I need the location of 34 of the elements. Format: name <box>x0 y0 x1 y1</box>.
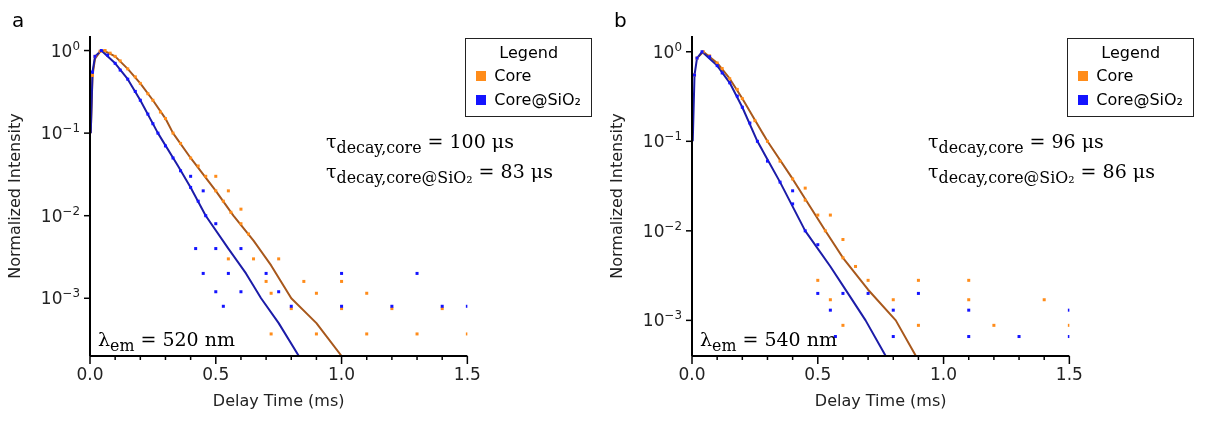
annotation: τ$_{decay,core}$ = 100 μs <box>326 130 514 157</box>
legend-label: Core <box>494 65 532 87</box>
y-tick-label: 10$^{0}$ <box>652 39 682 62</box>
y-tick-label: 10$^{−1}$ <box>40 121 80 144</box>
x-tick-label: 0.0 <box>678 364 706 384</box>
annotation: λ$_{em}$ = 520 nm <box>98 328 235 355</box>
y-tick-label: 10$^{0}$ <box>50 38 80 61</box>
y-axis-title: Normalized Intensity <box>4 113 24 279</box>
annotation: τ$_{decay,core}$ = 96 μs <box>928 130 1104 157</box>
y-axis-title: Normalized Intensity <box>606 113 626 279</box>
legend-title: Legend <box>1100 43 1162 62</box>
annotation: τ$_{decay,core@SiO₂}$ = 86 μs <box>928 160 1155 187</box>
legend-label: Core <box>1096 65 1134 87</box>
legend-title: Legend <box>498 43 560 62</box>
x-tick-label: 1.0 <box>328 364 356 384</box>
y-tick-label: 10$^{−2}$ <box>40 203 80 226</box>
annotation: τ$_{decay,core@SiO₂}$ = 83 μs <box>326 160 553 187</box>
y-tick-label: 10$^{−1}$ <box>642 129 682 152</box>
x-tick-label: 0.5 <box>804 364 832 384</box>
chart-title: a <box>12 8 25 32</box>
annotation: λ$_{em}$ = 540 nm <box>700 328 837 355</box>
legend-label: Core@SiO₂ <box>494 89 581 111</box>
x-tick-label: 1.5 <box>453 364 481 384</box>
x-tick-label: 0.5 <box>202 364 230 384</box>
chart-title: b <box>614 8 627 32</box>
x-axis-title: Delay Time (ms) <box>212 391 345 410</box>
x-tick-label: 1.0 <box>930 364 958 384</box>
x-axis-title: Delay Time (ms) <box>814 391 947 410</box>
x-tick-label: 1.5 <box>1055 364 1083 384</box>
legend-label: Core@SiO₂ <box>1096 89 1183 111</box>
y-tick-label: 10$^{−3}$ <box>40 286 80 309</box>
y-tick-label: 10$^{−2}$ <box>642 218 682 241</box>
y-tick-label: 10$^{−3}$ <box>642 308 682 331</box>
x-tick-label: 0.0 <box>76 364 104 384</box>
